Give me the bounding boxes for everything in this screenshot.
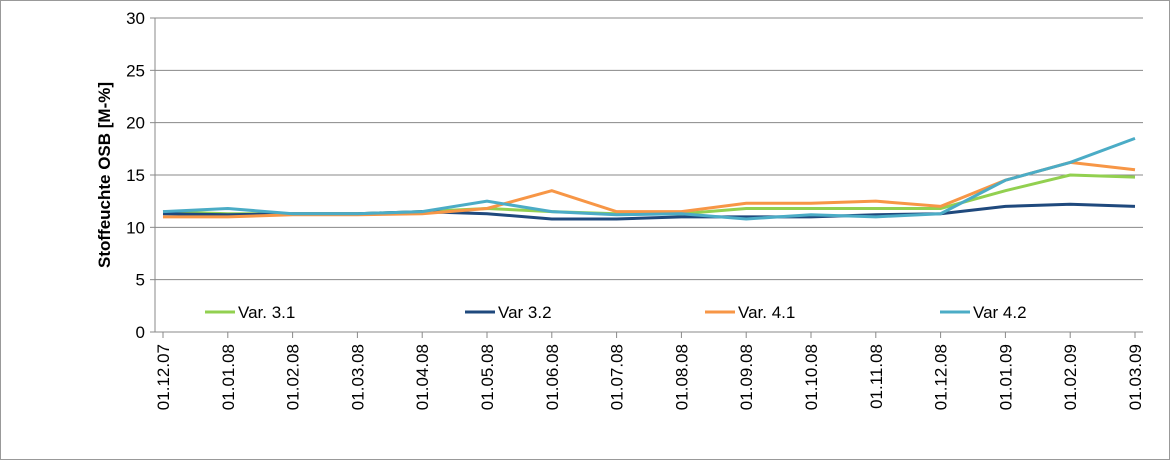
x-tick-label: 01.07.08 <box>608 344 627 410</box>
x-tick-label: 01.02.09 <box>1061 344 1080 410</box>
x-tick-label: 01.06.08 <box>543 344 562 410</box>
x-tick-label: 01.03.08 <box>348 344 367 410</box>
x-tick-label: 01.03.09 <box>1126 344 1145 410</box>
y-tick-label: 25 <box>126 61 145 80</box>
series-line <box>162 136 1136 221</box>
x-tick-label: 01.04.08 <box>413 344 432 410</box>
x-tick-label: 01.02.08 <box>284 344 303 410</box>
x-tick-label: 01.11.08 <box>867 344 886 409</box>
legend-label: Var. 4.1 <box>738 303 795 322</box>
legend-label: Var. 3.1 <box>238 303 295 322</box>
x-tick-label: 01.01.09 <box>996 344 1015 410</box>
y-tick-label: 5 <box>136 271 145 290</box>
y-tick-label: 15 <box>126 166 145 185</box>
y-tick-label: 30 <box>126 9 145 28</box>
x-tick-label: 01.08.08 <box>672 344 691 410</box>
x-tick-label: 01.05.08 <box>478 344 497 410</box>
x-tick-label: 01.01.08 <box>219 344 238 410</box>
x-tick-label: 01.10.08 <box>802 344 821 410</box>
y-tick-label: 20 <box>126 114 145 133</box>
x-tick-label: 01.12.07 <box>154 344 173 410</box>
y-tick-label: 10 <box>126 218 145 237</box>
x-tick-label: 01.09.08 <box>737 344 756 410</box>
x-tick-label: 01.12.08 <box>932 344 951 410</box>
y-tick-label: 0 <box>136 323 145 342</box>
y-axis-label: Stoffeuchte OSB [M-%] <box>95 82 114 268</box>
legend-label: Var 4.2 <box>973 303 1027 322</box>
legend-label: Var 3.2 <box>498 303 552 322</box>
